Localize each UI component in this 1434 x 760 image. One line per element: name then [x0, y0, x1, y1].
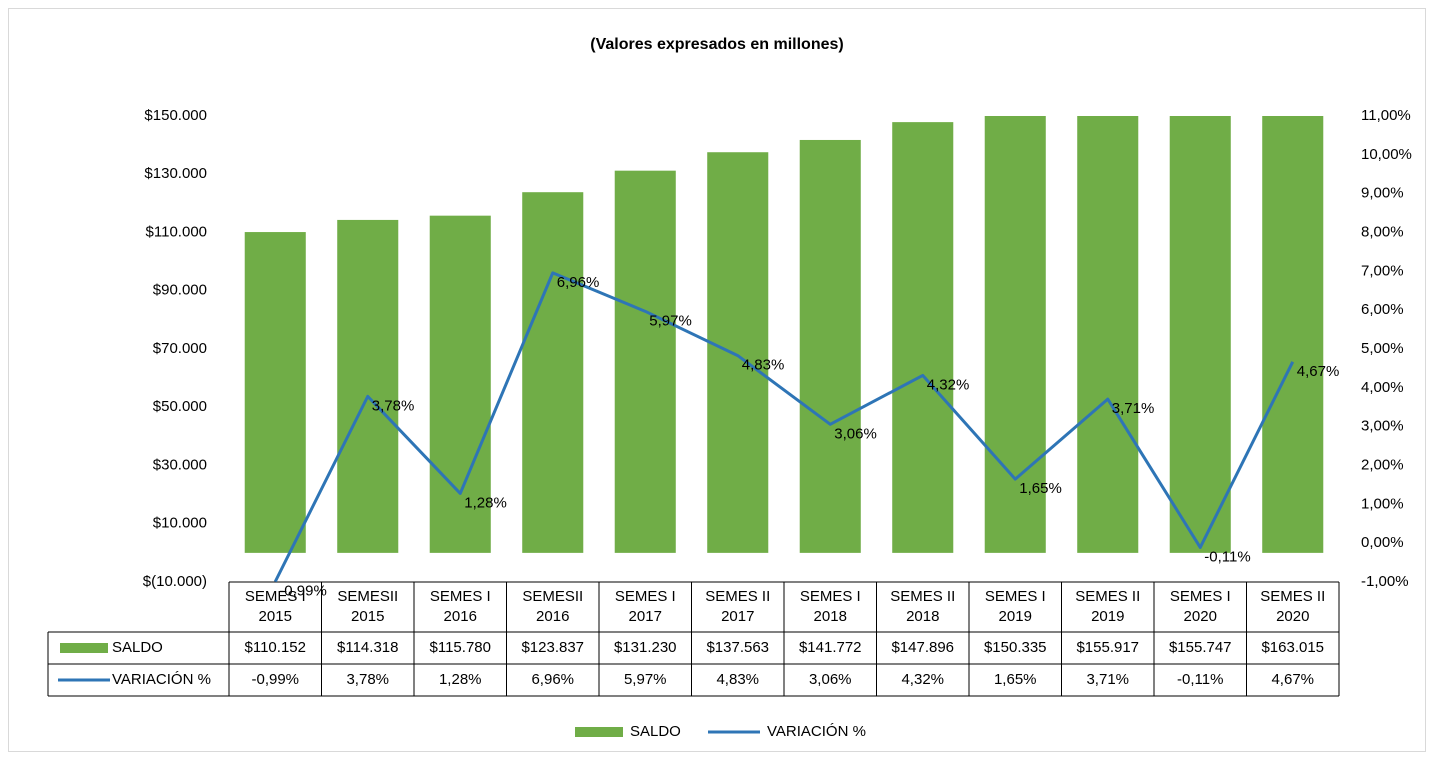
y-tick-label: $150.000	[144, 107, 207, 124]
y2-tick-label: 8,00%	[1361, 223, 1404, 240]
bar	[1077, 116, 1139, 553]
table-value: $110.152	[244, 639, 306, 656]
data-label: -0,11%	[1204, 548, 1250, 565]
legend-key	[575, 727, 623, 737]
data-label: 4,67%	[1297, 363, 1340, 380]
table-value: $150.335	[983, 639, 1047, 656]
x-tick-label: SEMES I 2020	[1169, 588, 1231, 625]
bar	[522, 192, 584, 553]
table-value: 4,83%	[716, 671, 760, 688]
y2-tick-label: 5,00%	[1361, 340, 1404, 357]
table-value: -0,11%	[1177, 671, 1224, 688]
y-tick-label: $70.000	[153, 340, 207, 357]
table-value: 4,32%	[901, 671, 945, 688]
x-tick-label: SEMESII 2015	[337, 588, 399, 625]
legend-label: SALDO	[630, 723, 681, 740]
line	[273, 271, 1295, 582]
x-tick-label: SEMES I 2017	[614, 588, 676, 625]
bar	[1262, 116, 1324, 553]
table-value: $123.837	[521, 639, 585, 656]
y-tick-label: $10.000	[153, 515, 207, 532]
y2-tick-label: 3,00%	[1361, 418, 1404, 435]
table-value: $114.318	[337, 639, 399, 656]
data-label: 4,83%	[742, 357, 785, 374]
bar	[707, 152, 769, 553]
y-tick-label: $110.000	[146, 223, 207, 240]
bar	[429, 215, 491, 553]
y2-tick-label: 9,00%	[1361, 185, 1404, 202]
data-label: 5,97%	[649, 312, 692, 329]
y-tick-label: $90.000	[153, 282, 207, 299]
data-label: 3,06%	[834, 425, 877, 442]
x-tick-label: SEMES II 2020	[1260, 588, 1326, 625]
table-value: 1,28%	[438, 671, 482, 688]
y2-tick-label: 4,00%	[1361, 379, 1404, 396]
bar	[799, 139, 861, 553]
bar	[337, 219, 399, 553]
row-header: SALDO	[112, 639, 163, 656]
y-tick-label: $130.000	[144, 165, 207, 182]
bar	[244, 232, 306, 553]
table-value: $115.780	[429, 639, 491, 656]
data-label: 3,78%	[372, 397, 415, 414]
table-value: 6,96%	[531, 671, 575, 688]
data-label: -0,99%	[279, 583, 327, 600]
chart-title: (Valores expresados en millones)	[590, 36, 843, 53]
x-tick-label: SEMES II 2018	[890, 588, 956, 625]
y2-tick-label: 10,00%	[1361, 146, 1412, 163]
table-value: $155.747	[1168, 639, 1232, 656]
x-tick-label: SEMES II 2017	[705, 588, 771, 625]
legend-key	[60, 643, 108, 653]
table-value: $155.917	[1076, 639, 1140, 656]
table-value: $147.896	[891, 639, 955, 656]
table-value: 3,71%	[1086, 671, 1130, 688]
table-value: 5,97%	[623, 671, 667, 688]
table-value: $137.563	[706, 639, 770, 656]
data-label: 4,32%	[927, 376, 970, 393]
table-value: $141.772	[798, 639, 862, 656]
data-label: 6,96%	[557, 274, 600, 291]
table-value: $131.230	[613, 639, 677, 656]
x-tick-label: SEMES I 2018	[799, 588, 861, 625]
y-tick-label: $(10.000)	[143, 573, 207, 590]
x-tick-label: SEMES II 2019	[1075, 588, 1141, 625]
table-value: 4,67%	[1271, 671, 1315, 688]
y-tick-label: $30.000	[153, 456, 207, 473]
x-tick-label: SEMES I 2015	[244, 588, 306, 625]
table-value: 1,65%	[993, 671, 1037, 688]
data-label: 1,28%	[464, 494, 507, 511]
y2-tick-label: 7,00%	[1361, 262, 1404, 279]
y2-tick-label: 1,00%	[1361, 495, 1404, 512]
data-label: 3,71%	[1112, 400, 1155, 417]
y2-tick-label: 2,00%	[1361, 456, 1404, 473]
y2-tick-label: 6,00%	[1361, 301, 1404, 318]
row-header: VARIACIÓN %	[112, 671, 211, 688]
table-value: -0,99%	[251, 671, 300, 688]
legend-label: VARIACIÓN %	[767, 723, 866, 740]
y2-tick-label: -1,00%	[1361, 573, 1409, 590]
table-value: 3,06%	[808, 671, 852, 688]
x-tick-label: SEMES I 2016	[429, 588, 491, 625]
table-value: 3,78%	[346, 671, 390, 688]
x-tick-label: SEMES I 2019	[984, 588, 1046, 625]
bar	[892, 122, 954, 553]
y2-tick-label: 0,00%	[1361, 534, 1404, 551]
table-value: $163.015	[1261, 639, 1325, 656]
x-tick-label: SEMESII 2016	[522, 588, 584, 625]
bar	[1169, 116, 1231, 553]
bar	[614, 170, 676, 553]
y2-tick-label: 11,00%	[1361, 107, 1411, 124]
y-tick-label: $50.000	[153, 398, 207, 415]
data-label: 1,65%	[1019, 480, 1062, 497]
